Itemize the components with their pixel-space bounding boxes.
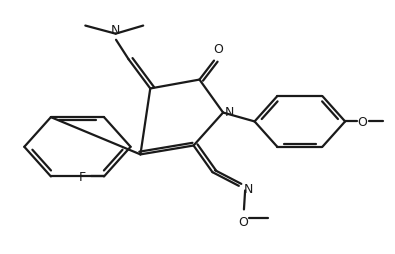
Text: N: N: [225, 106, 234, 119]
Text: N: N: [244, 182, 253, 195]
Text: O: O: [213, 43, 223, 56]
Text: O: O: [238, 215, 248, 228]
Text: F: F: [79, 170, 86, 183]
Text: N: N: [111, 24, 120, 37]
Text: O: O: [358, 116, 368, 129]
